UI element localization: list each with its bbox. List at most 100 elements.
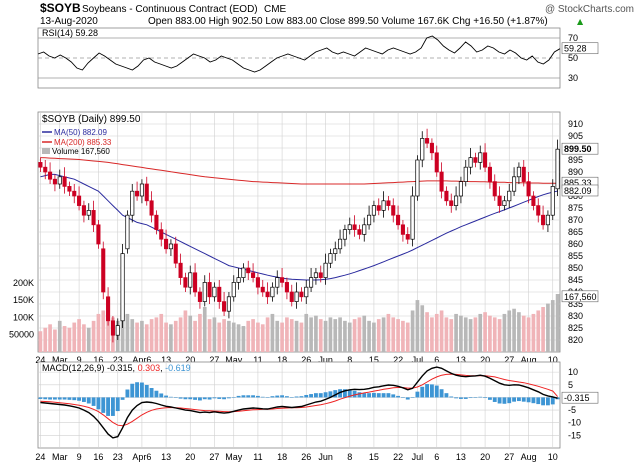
volume-bar [275,320,280,352]
candle-body [400,224,405,235]
candle-body [38,162,43,168]
volume-bar [372,322,376,352]
candle-body [405,234,410,240]
volume-bar [304,313,309,352]
x-tick-label: 16 [93,355,103,365]
volume-bar [62,326,67,352]
ma200-line [40,157,558,185]
candle-body [251,272,256,278]
volume-bar [144,324,149,352]
macd-x-tick-label: 8 [347,452,352,462]
macd-histogram-bar [478,396,483,398]
volume-bar [149,319,154,352]
volume-tick-label: 100K [13,312,34,322]
volume-bar [381,317,386,352]
macd-x-tick-label: 15 [369,452,379,462]
quote-line: Open 883.00 High 902.50 Low 883.00 Close… [148,16,548,27]
macd-histogram-bar [400,397,405,398]
x-tick-label: Jul [412,355,424,365]
candle-body [463,166,468,182]
x-tick-label: May [225,355,243,365]
volume-bar [555,293,560,352]
candle-body [376,205,381,211]
macd-histogram-bar [231,397,236,398]
macd-x-tick-label: Aug [521,452,537,462]
candle-body [72,190,77,197]
candle-body [541,214,546,226]
candle-body [280,277,285,283]
candle-body [502,200,507,206]
macd-histogram-bar [222,397,227,400]
volume-bar [82,324,86,352]
volume-bar [323,320,328,352]
macd-histogram-bar [149,388,154,398]
volume-bar [376,319,381,352]
macd-histogram-bar [110,397,115,416]
macd-histogram-bar [125,389,130,398]
macd-histogram-bar [284,396,289,398]
volume-bar [193,320,197,352]
candle-body [458,181,463,197]
candle-body [545,214,550,226]
volume-bar [188,315,193,352]
volume-tick-label: 50000 [9,330,34,340]
volume-bar [57,320,62,352]
macd-x-tick-label: 26 [301,452,311,462]
macd-histogram-bar [516,397,521,402]
volume-bar [159,313,164,352]
candle-body [323,262,328,278]
macd-histogram-bar [212,397,217,399]
candle-body [67,186,72,192]
macd-x-tick-label: 20 [185,452,195,462]
macd-histogram-bar [106,397,111,416]
x-tick-label: Mar [52,355,68,365]
volume-legend: Volume 167,560 [52,147,110,156]
volume-bar [507,310,512,352]
candle-body [328,253,333,264]
macd-histogram-bar [463,397,468,399]
volume-bar [198,313,202,352]
macd-histogram-bar [555,397,560,400]
volume-bar [86,327,91,352]
macd-x-tick-label: Apr6 [132,452,151,462]
macd-histogram-bar [420,386,425,398]
price-tick-label: 825 [568,323,583,333]
macd-histogram-bar [246,395,251,398]
candle-body [526,181,531,197]
macd-histogram-bar [376,393,381,398]
macd-histogram-bar [120,397,125,400]
candle-body [483,152,488,168]
macd-value-tag-box [561,391,599,404]
volume-bar [67,327,72,352]
volume-bar [294,320,299,352]
candle-body [333,248,338,254]
volume-bar [289,319,294,352]
candle-body [246,267,251,274]
volume-bar [444,317,449,352]
volume-bar [386,313,391,352]
macd-histogram-bar [357,392,362,398]
volume-bar [173,320,178,352]
candle-body [120,253,125,322]
x-tick-label: 27 [209,355,219,365]
volume-bar [96,313,101,352]
macd-histogram-bar [371,392,376,398]
macd-x-tick-label: 20 [480,452,490,462]
volume-bar [169,324,173,352]
candle-body [550,186,555,216]
macd-histogram-bar [236,395,241,398]
macd-x-tick-label: May [225,452,243,462]
candle-body [531,195,536,206]
macd-histogram-bar [226,397,231,399]
macd-x-tick-label: 22 [393,452,403,462]
macd-histogram-bar [439,389,444,398]
candle-body [294,291,299,302]
volume-bar [48,324,52,352]
candle-body [193,272,198,293]
candle-body [439,171,444,192]
candle-body [425,138,430,144]
rsi-last-value-box [561,42,599,55]
macd-x-tick-label: Mar [52,452,68,462]
macd-histogram-bar [458,397,463,399]
volume-bar [420,305,425,352]
